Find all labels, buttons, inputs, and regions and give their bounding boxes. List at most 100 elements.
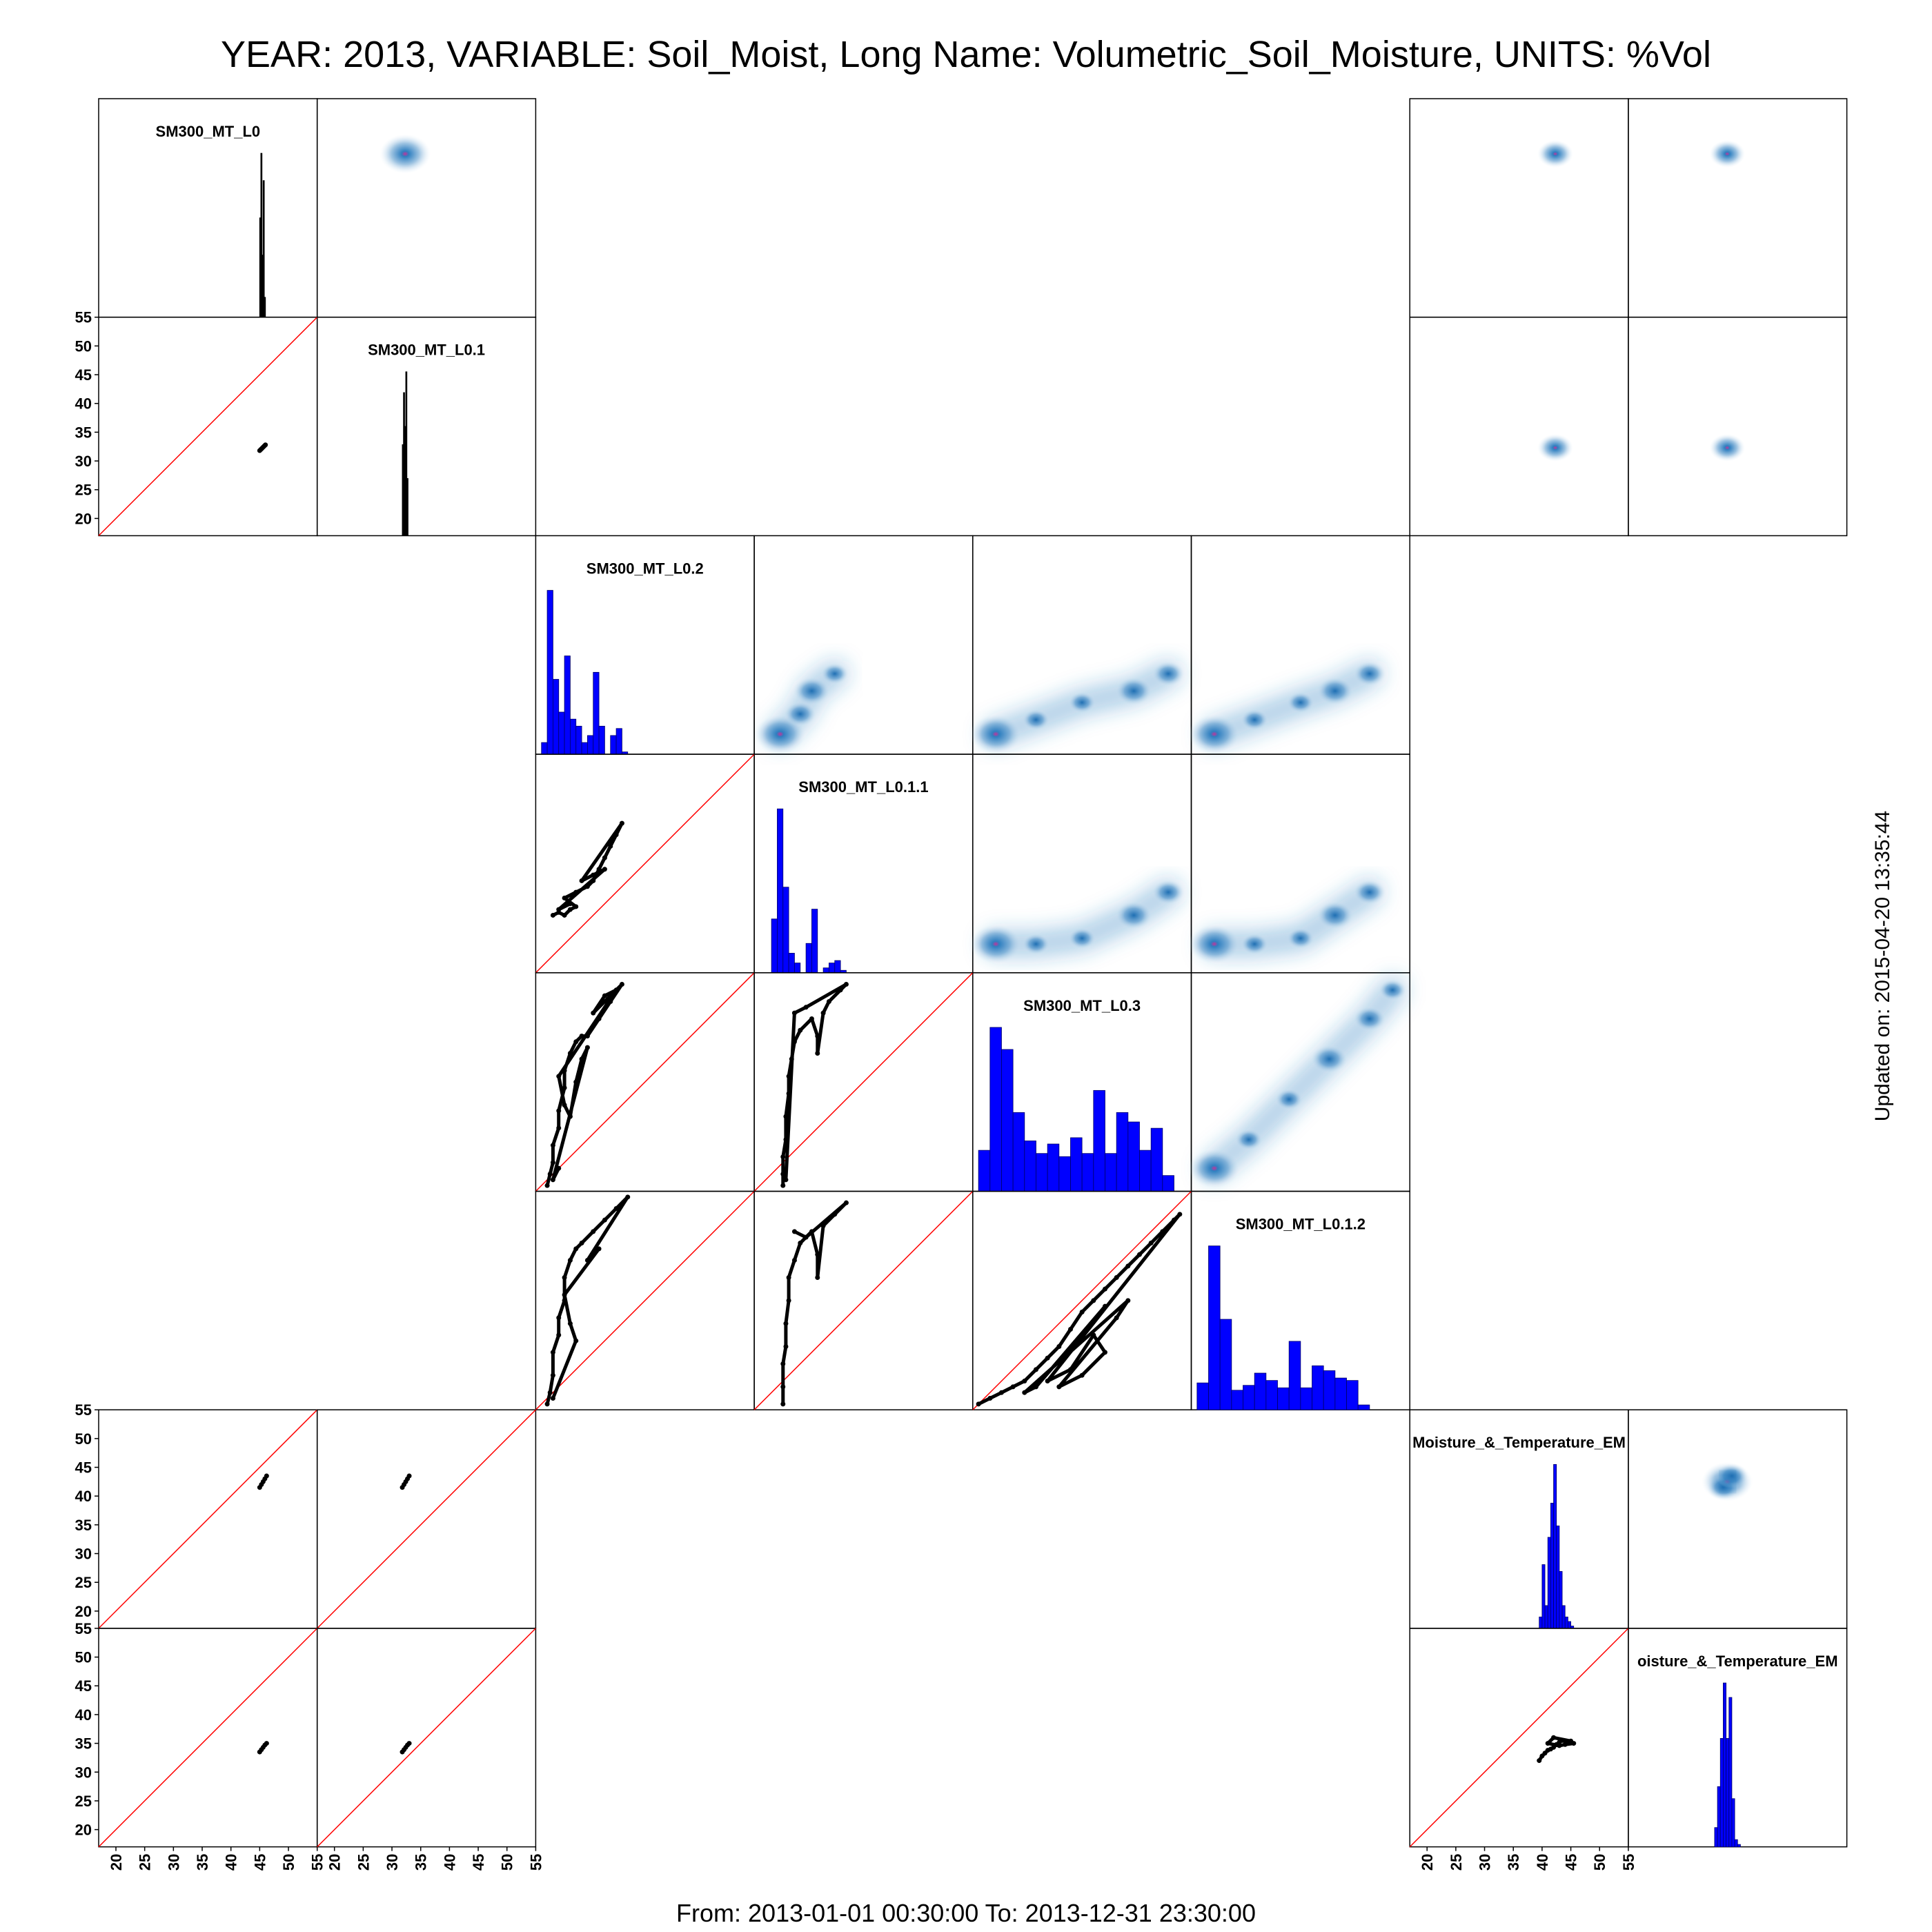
scatter-point — [1056, 1384, 1062, 1390]
scatter-point — [1160, 1229, 1165, 1234]
scatter-point — [780, 1361, 786, 1367]
y-tick-label: 35 — [75, 1517, 92, 1534]
histogram-bar — [1550, 1503, 1554, 1629]
x-tick-label: 55 — [527, 1854, 544, 1871]
density-blob — [1310, 1045, 1348, 1074]
histogram-bar — [553, 679, 560, 755]
x-tick-label: 40 — [441, 1854, 458, 1871]
scatter-point — [783, 1321, 789, 1326]
y-tick-label: 50 — [75, 337, 92, 355]
panel-frame — [1409, 98, 1629, 318]
density-blob — [1152, 661, 1185, 687]
y-tick-label: 25 — [75, 1793, 92, 1810]
scatter-point — [544, 1401, 550, 1407]
scatter-point — [786, 1074, 791, 1079]
histogram-bar — [1734, 1839, 1738, 1847]
identity-line — [535, 753, 755, 974]
histogram-bar — [1547, 1537, 1551, 1629]
density-blob — [1068, 927, 1096, 949]
density-blob — [820, 663, 849, 684]
scatter-point — [1010, 1384, 1016, 1390]
scatter-point — [544, 1183, 550, 1188]
diagonal-variable-label: SM300_MT_L0.1.1 — [798, 778, 928, 796]
scatter-point — [547, 1171, 553, 1176]
identity-line — [98, 1628, 318, 1848]
scatter-point — [562, 895, 567, 900]
scatter-point — [815, 1033, 820, 1038]
x-tick-label: 55 — [309, 1854, 326, 1871]
x-tick-label: 45 — [470, 1854, 487, 1871]
histogram-bar — [829, 963, 836, 974]
scatter-point — [602, 855, 607, 860]
scatter-trail — [781, 983, 848, 1187]
density-blob — [1709, 433, 1746, 462]
scatter-trail — [545, 983, 624, 1187]
scatter-point — [406, 1741, 412, 1746]
x-tick-label: 35 — [1505, 1854, 1522, 1871]
chart-title: YEAR: 2013, VARIABLE: Soil_Moist, Long N… — [221, 34, 1711, 75]
panel-frame — [316, 98, 537, 318]
x-tick-label: 40 — [1534, 1854, 1551, 1871]
density-blob — [1379, 979, 1407, 1001]
panel-frame — [972, 1190, 1192, 1410]
scatter-point — [1033, 1384, 1038, 1390]
histogram-bar — [805, 943, 812, 974]
scatter-point — [791, 1010, 797, 1016]
scatter-point — [803, 1005, 809, 1010]
scatter-point — [780, 1154, 786, 1159]
scatter-point — [573, 904, 579, 909]
scatter-point — [584, 1258, 590, 1263]
y-tick-label: 40 — [75, 1488, 92, 1505]
scatter-point — [791, 1258, 797, 1263]
scatter-point — [556, 1108, 562, 1114]
panel-frame — [98, 316, 318, 537]
scatter-trail — [781, 1201, 848, 1406]
histogram-bar — [1116, 1112, 1129, 1192]
diagonal-variable-label: SM300_MT_L0.1 — [368, 342, 485, 359]
scatter-point — [562, 1067, 567, 1073]
axis-tick-labels: 2025303540455055202530354045505520253035… — [75, 309, 1637, 1871]
scatter-point — [562, 1292, 567, 1298]
density-blob — [1068, 691, 1096, 713]
histogram-bar — [1539, 1617, 1543, 1629]
density-blob — [1022, 933, 1050, 955]
scatter-point — [1114, 1315, 1119, 1321]
scatter-point — [584, 884, 590, 889]
x-tick-label: 40 — [223, 1854, 240, 1871]
scatter-point — [567, 1321, 573, 1326]
diagonal-variable-label: Moisture_&_Temperature_EM — [1412, 1434, 1626, 1451]
scatter-point — [579, 878, 584, 883]
histogram-bar — [1559, 1571, 1563, 1629]
density-blob — [1188, 924, 1240, 964]
x-tick-label: 30 — [1477, 1854, 1494, 1871]
density-blob — [970, 714, 1022, 754]
scatter-point — [1102, 1350, 1107, 1355]
histogram-bar — [777, 808, 784, 974]
histogram-bar — [405, 371, 408, 536]
y-tick-label: 40 — [75, 1706, 92, 1724]
density-blob — [1152, 880, 1185, 905]
y-tick-label: 45 — [75, 1677, 92, 1695]
scatter-point — [826, 998, 831, 1004]
histogram-bar — [1737, 1844, 1741, 1847]
scatter-point — [556, 1074, 562, 1079]
histogram-bar — [1139, 1150, 1152, 1192]
y-tick-label: 50 — [75, 1430, 92, 1448]
y-tick-label: 55 — [75, 309, 92, 326]
scatter-point — [584, 1045, 590, 1050]
histogram-bar — [1714, 1827, 1718, 1847]
scatter-point — [573, 1079, 579, 1085]
scatter-point — [556, 1165, 562, 1171]
panel-frame — [1628, 316, 1848, 537]
scatter-point — [567, 907, 573, 912]
scatter-point — [1022, 1390, 1027, 1395]
histogram-bar — [782, 887, 789, 974]
scatter-point — [579, 1241, 584, 1246]
scatter-point — [1148, 1241, 1154, 1246]
scatter-point — [1091, 1332, 1096, 1338]
scatter-point — [556, 1332, 562, 1338]
histogram-bar — [1058, 1156, 1071, 1192]
y-tick-label: 30 — [75, 1764, 92, 1781]
scatter-point — [1545, 1741, 1550, 1746]
y-tick-label: 20 — [75, 510, 92, 527]
